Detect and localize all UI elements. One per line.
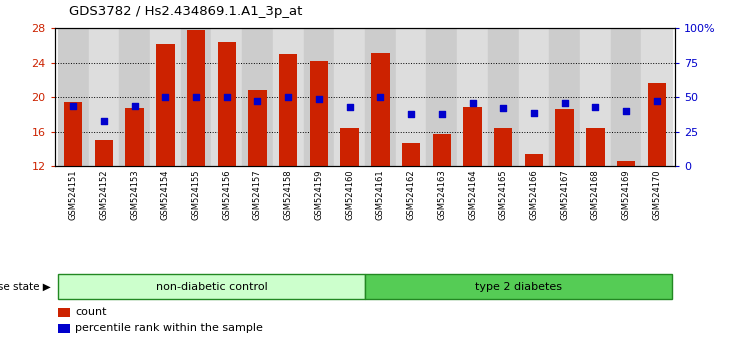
Bar [365, 28, 396, 166]
Point [620, 108, 632, 114]
Bar [310, 61, 328, 166]
Bar [212, 28, 242, 166]
Point [283, 95, 294, 100]
Bar [556, 109, 574, 166]
Point [528, 110, 539, 115]
Bar [187, 30, 205, 166]
Point [374, 95, 386, 100]
Bar [304, 28, 334, 166]
Bar [58, 308, 70, 317]
Bar [648, 83, 666, 166]
Text: type 2 diabetes: type 2 diabetes [475, 282, 562, 292]
Point [344, 104, 356, 110]
Point [405, 111, 417, 117]
Bar [88, 28, 119, 166]
Bar [642, 28, 672, 166]
Bar [518, 28, 549, 166]
Bar [334, 28, 365, 166]
Bar [64, 102, 82, 166]
Bar [95, 139, 113, 166]
Bar [586, 129, 604, 166]
FancyBboxPatch shape [365, 274, 672, 299]
Bar [58, 28, 88, 166]
Bar [457, 28, 488, 166]
Bar [279, 54, 297, 166]
Bar [156, 44, 174, 166]
Point [98, 118, 110, 124]
Bar [494, 129, 512, 166]
Bar [242, 28, 273, 166]
Text: percentile rank within the sample: percentile rank within the sample [75, 323, 263, 333]
Bar [580, 28, 611, 166]
Bar [126, 108, 144, 166]
Bar [464, 107, 482, 166]
Bar [218, 42, 236, 166]
Bar [433, 135, 451, 166]
Point [221, 95, 233, 100]
Bar [426, 28, 457, 166]
Bar [396, 28, 426, 166]
Point [590, 104, 602, 110]
Bar [181, 28, 212, 166]
Point [651, 99, 663, 104]
Bar [150, 28, 181, 166]
Point [159, 95, 171, 100]
Text: count: count [75, 307, 107, 318]
FancyBboxPatch shape [58, 274, 365, 299]
Text: disease state ▶: disease state ▶ [0, 282, 51, 292]
Point [559, 100, 571, 106]
Point [466, 100, 478, 106]
Bar [248, 91, 266, 166]
Bar [549, 28, 580, 166]
Text: GDS3782 / Hs2.434869.1.A1_3p_at: GDS3782 / Hs2.434869.1.A1_3p_at [69, 5, 303, 18]
Bar [617, 161, 635, 166]
Text: non-diabetic control: non-diabetic control [155, 282, 267, 292]
Bar [402, 143, 420, 166]
Bar [488, 28, 518, 166]
Point [191, 95, 202, 100]
Bar [340, 127, 359, 166]
Bar [371, 53, 390, 166]
Point [497, 105, 509, 111]
Bar [119, 28, 150, 166]
Bar [273, 28, 304, 166]
Point [252, 99, 264, 104]
Bar [58, 324, 70, 333]
Point [436, 111, 447, 117]
Bar [525, 154, 543, 166]
Point [313, 96, 325, 102]
Bar [611, 28, 642, 166]
Point [128, 103, 140, 108]
Point [67, 103, 79, 108]
